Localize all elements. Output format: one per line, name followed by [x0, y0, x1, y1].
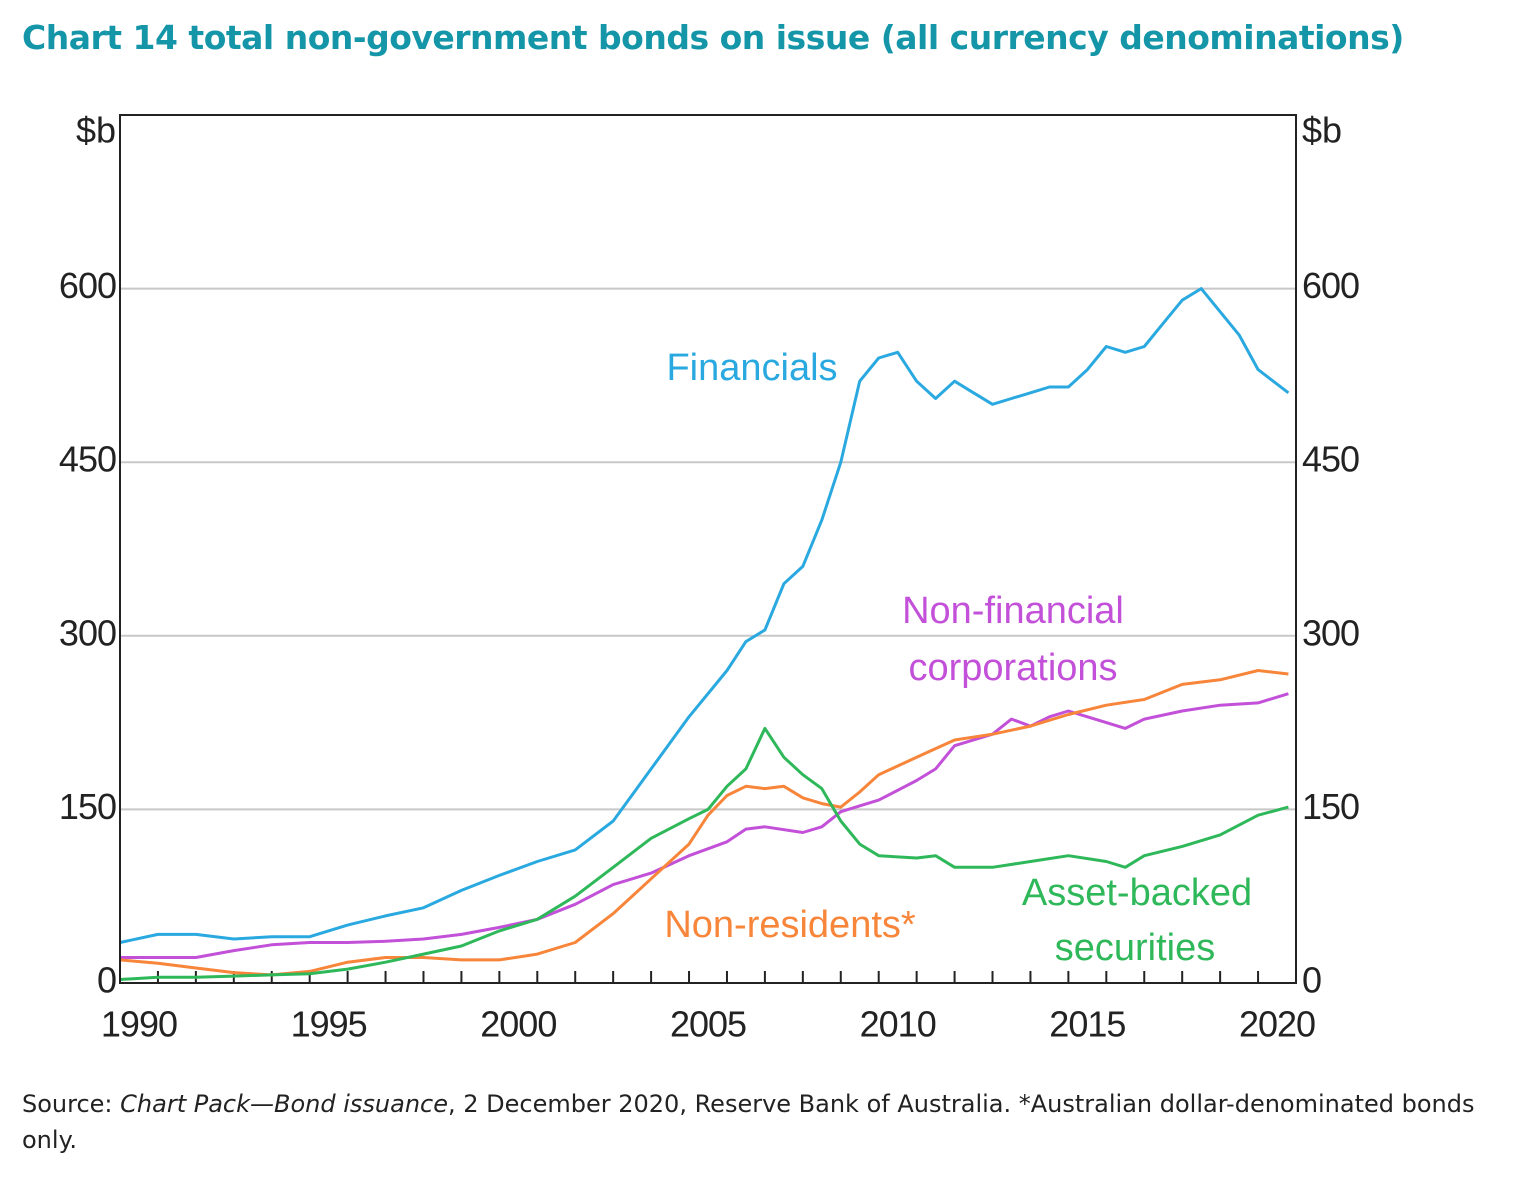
series-annotation: Non-residents* [664, 904, 916, 946]
y-tick-label: 300 [59, 612, 116, 653]
y-tick-label: 150 [59, 786, 116, 827]
x-tick-label: 2015 [1049, 1004, 1125, 1045]
series-line [119, 726, 1289, 981]
x-tick-label: 2020 [1239, 1004, 1315, 1045]
y2-tick-label: 150 [1302, 786, 1359, 827]
y-tick-label: 600 [59, 265, 116, 306]
series-line [119, 287, 1290, 944]
y-unit: $b [76, 110, 116, 151]
y2-tick-label: 450 [1302, 439, 1359, 480]
y-tick-label: 450 [59, 439, 116, 480]
x-tick-label: 1995 [291, 1004, 367, 1045]
series-annotation: Non-financial [902, 590, 1124, 632]
chart-title: Chart 14 total non-government bonds on i… [22, 18, 1404, 57]
x-tick-label: 2005 [670, 1004, 746, 1045]
y2-unit: $b [1302, 110, 1342, 151]
series-annotation: Asset-backed [1022, 872, 1252, 914]
series-annotation: Financials [666, 347, 837, 389]
series-line [120, 692, 1289, 959]
source-note: Source: Chart Pack—Bond issuance, 2 Dece… [22, 1086, 1512, 1158]
source-rest: , 2 December 2020, Reserve Bank of Austr… [22, 1090, 1475, 1154]
series-annotation: securities [1055, 927, 1216, 969]
y2-tick-label: 600 [1302, 265, 1359, 306]
source-title: Chart Pack—Bond issuance [120, 1090, 448, 1118]
x-tick-label: 2000 [480, 1004, 556, 1045]
x-tick-label: 2010 [860, 1004, 936, 1045]
x-tick-label: 1990 [101, 1004, 177, 1045]
y2-tick-label: 0 [1302, 960, 1321, 1001]
y2-tick-label: 300 [1302, 612, 1359, 653]
plot-frame [119, 114, 1297, 984]
chart: 0 150 300 450 600 0 150 300 450 600 $b $b 1990 1995 20… [59, 110, 1360, 1045]
y-tick-label: 0 [97, 960, 116, 1001]
source-lead: Source: [22, 1090, 121, 1118]
series-line [119, 669, 1289, 977]
series-annotation: corporations [908, 647, 1117, 689]
